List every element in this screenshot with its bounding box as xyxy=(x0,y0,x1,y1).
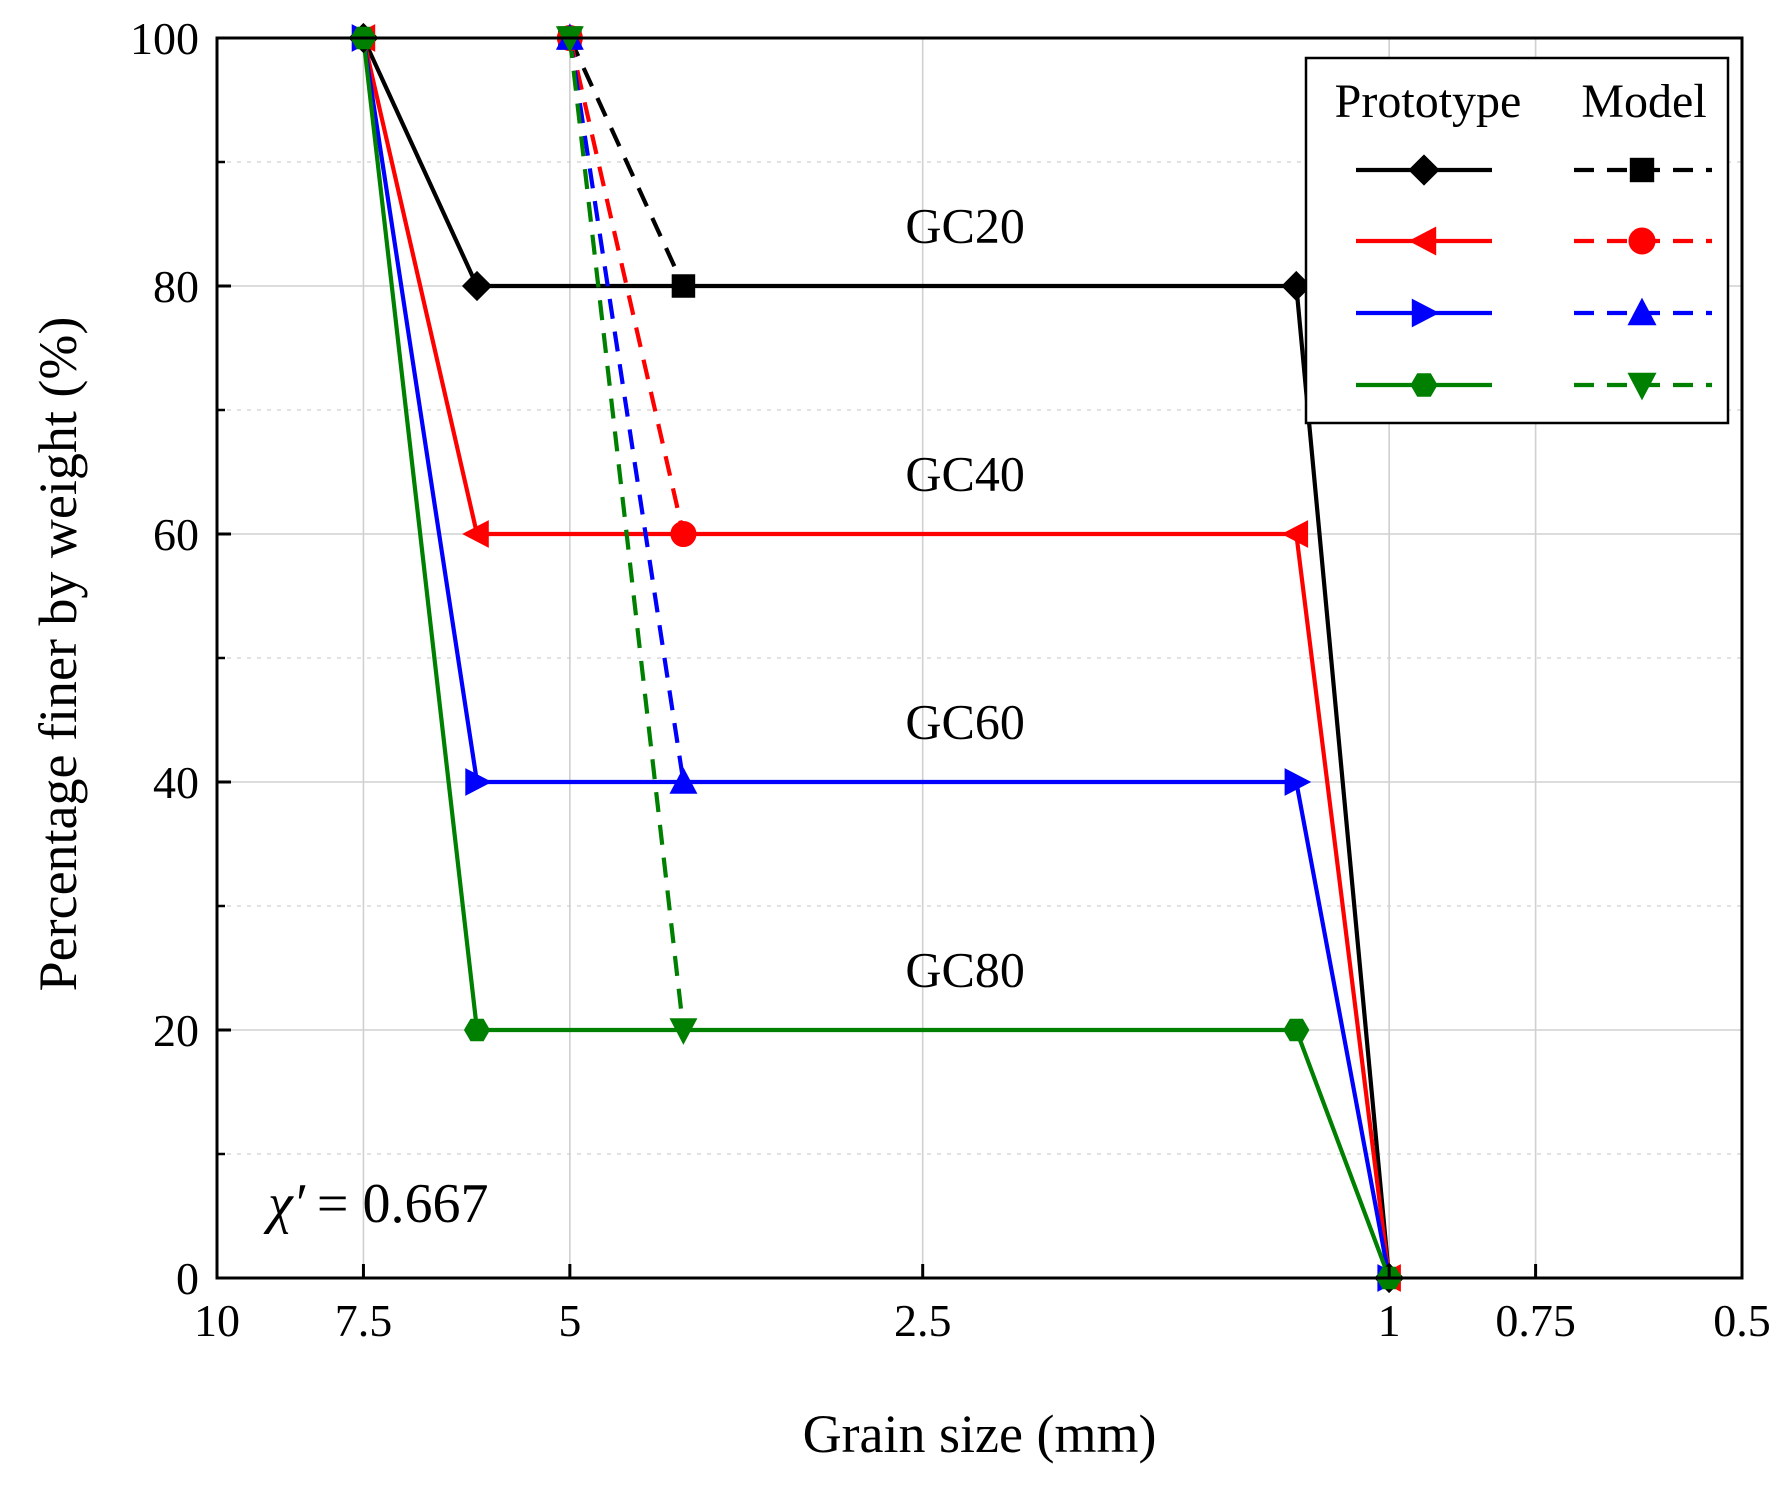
series-line-gc40-prototype xyxy=(361,37,1392,1279)
y-tick-label: 0 xyxy=(176,1253,199,1304)
y-axis-title: Percentage finer by weight (%) xyxy=(28,317,88,992)
chi-annotation: χ′ = 0.667 xyxy=(263,1173,488,1235)
marker-gc60-prototype xyxy=(1284,768,1312,796)
marker-gc60-model xyxy=(669,767,698,794)
marker-gc20-model xyxy=(671,274,696,298)
x-tick-label: 1 xyxy=(1378,1295,1401,1346)
y-tick-label: 60 xyxy=(153,509,199,560)
x-tick-label: 7.5 xyxy=(335,1295,393,1346)
y-tick-label: 20 xyxy=(153,1005,199,1056)
legend-marker-gc60-prototype xyxy=(1411,298,1440,328)
legend-header-prototype: Prototype xyxy=(1335,75,1522,128)
x-tick-label: 0.5 xyxy=(1713,1295,1771,1346)
legend-marker-gc20-model xyxy=(1629,157,1655,183)
curve-label-gc20: GC20 xyxy=(905,198,1024,254)
y-tick-label: 80 xyxy=(153,261,199,312)
series-line-gc40-model xyxy=(567,37,686,535)
curve-label-gc80: GC80 xyxy=(905,942,1024,998)
x-axis-title: Grain size (mm) xyxy=(803,1404,1157,1464)
x-tick-label: 5 xyxy=(558,1295,581,1346)
marker-gc80-prototype xyxy=(1283,1018,1310,1042)
legend-marker-gc80-prototype xyxy=(1410,373,1438,397)
series-line-gc60-prototype xyxy=(361,37,1392,1279)
x-tick-label: 0.75 xyxy=(1495,1295,1576,1346)
y-tick-label: 100 xyxy=(130,13,199,64)
y-tick-label: 40 xyxy=(153,757,199,808)
marker-gc80-model xyxy=(669,1018,698,1045)
marker-gc40-model xyxy=(670,521,697,547)
marker-gc60-prototype xyxy=(465,768,492,796)
legend-marker-gc20-prototype xyxy=(1408,154,1440,186)
marker-gc20-prototype xyxy=(461,270,493,302)
series-line-gc80-model xyxy=(567,37,686,1031)
series-line-gc20-prototype xyxy=(361,37,1392,1279)
legend-header-model: Model xyxy=(1581,75,1706,128)
series-line-gc80-prototype xyxy=(361,37,1392,1279)
x-tick-label: 10 xyxy=(194,1295,240,1346)
legend-marker-gc40-model xyxy=(1628,227,1656,255)
series-line-gc20-model xyxy=(567,37,686,287)
marker-gc40-prototype xyxy=(462,520,489,548)
curve-label-gc60: GC60 xyxy=(905,694,1024,750)
x-tick-label: 2.5 xyxy=(894,1295,952,1346)
curve-label-gc40: GC40 xyxy=(905,446,1024,502)
series-line-gc60-model xyxy=(567,37,686,783)
marker-gc40-prototype xyxy=(1281,520,1309,548)
chi-value: = 0.667 xyxy=(317,1173,489,1235)
legend-marker-gc40-prototype xyxy=(1408,226,1437,256)
legend-marker-gc80-model xyxy=(1627,372,1657,401)
legend-marker-gc60-model xyxy=(1627,297,1657,326)
marker-gc80-prototype xyxy=(463,1018,491,1042)
chi-symbol: χ′ xyxy=(263,1173,306,1235)
